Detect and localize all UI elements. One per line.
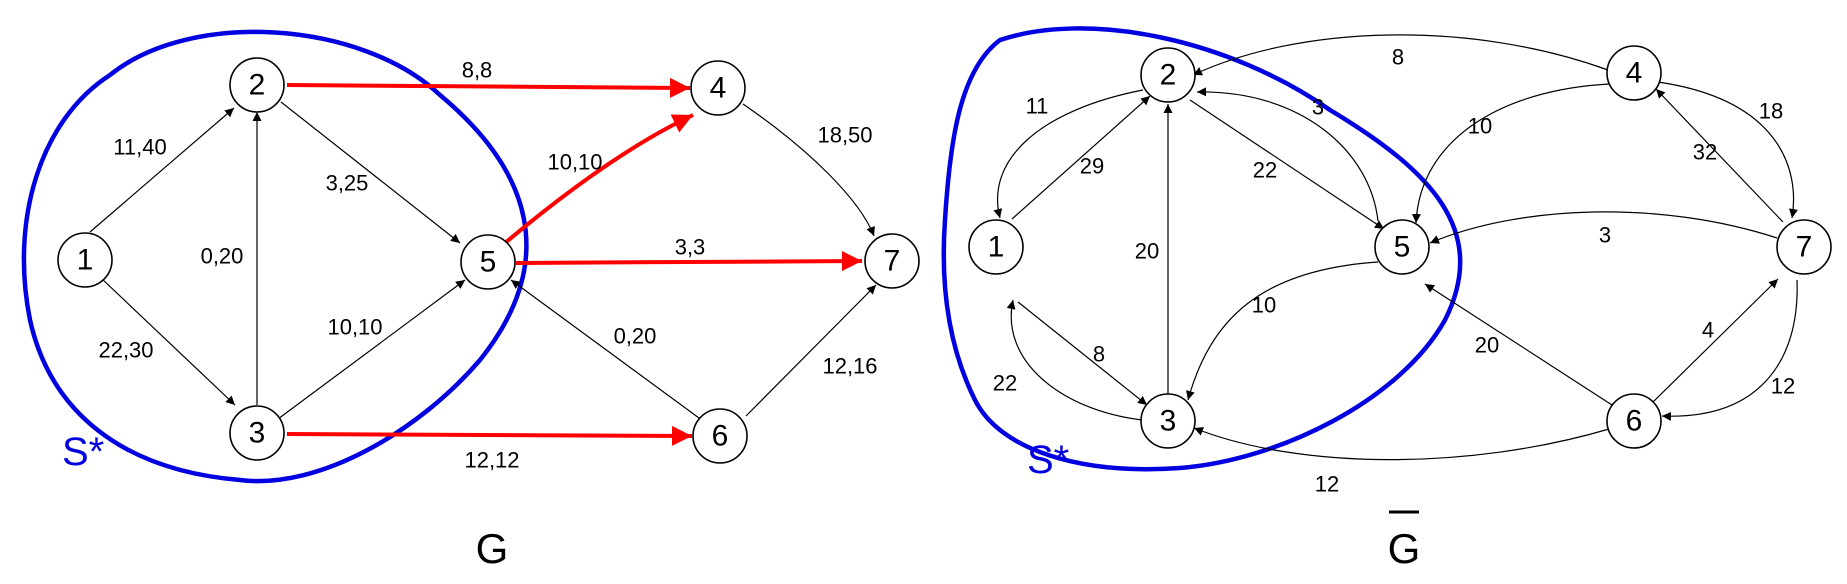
edge-6-7: 4 [1650,278,1779,405]
node-1: 1 [57,232,113,288]
node-label: 3 [249,417,266,450]
edge-label: 8,8 [462,58,493,83]
graph-g: S* 11,40 22,30 0,20 3,25 10,10 8,8 10, [21,29,920,572]
edge-label: 18 [1759,99,1783,124]
edge-3-6-cut: 12,12 [286,425,693,473]
node-label: 5 [480,246,497,279]
node-7: 7 [864,233,920,289]
edge-label: 22 [993,371,1017,396]
edge-4-7: 18 [1657,81,1798,219]
edge-label: 11,40 [113,135,166,160]
node-label: 4 [710,72,727,105]
node-label: 7 [884,245,901,278]
edge-label: 0,20 [614,324,657,349]
node-3: 3 [1140,393,1196,449]
node-label: 5 [1394,231,1411,264]
edge-label: 22,30 [98,338,153,363]
edge-1-3: 22,30 [98,277,236,406]
edge-7-4: 32 [1655,88,1784,223]
node-7: 7 [1776,219,1832,275]
graph-g-bar: S* 8 11 29 3 22 10 18 [941,26,1832,572]
node-label: 6 [1626,405,1643,438]
edge-label: 29 [1080,154,1104,179]
node-label: 3 [1160,405,1177,438]
edge-label: 3 [1312,95,1324,120]
edge-label: 3,3 [675,235,706,260]
set-label: S* [62,430,104,474]
edge-label: 18,50 [817,123,872,148]
edge-label: 20 [1475,333,1499,358]
edge-5-3: 10 [1186,261,1379,401]
node-5: 5 [460,234,516,290]
edge-label: 10 [1468,114,1492,139]
edge-label: 12,12 [464,448,519,473]
node-label: 1 [77,244,94,277]
edge-label: 3 [1599,223,1611,248]
edge-label: 11 [1026,94,1049,119]
edge-3-1: 22 [993,299,1143,421]
edge-label: 12,16 [822,354,877,379]
edge-2-1: 11 [993,89,1144,219]
edge-label: 20 [1135,239,1159,264]
edge-1-2: 29 [1011,95,1151,220]
edge-label: 10,10 [327,315,382,340]
node-label: 2 [1160,59,1177,92]
node-4: 4 [690,60,746,116]
edge-label: 32 [1693,140,1717,165]
node-label: 1 [988,231,1005,264]
node-4: 4 [1606,45,1662,101]
set-boundary-s-star [21,29,529,484]
edge-2-4-cut: 8,8 [286,58,691,98]
edge-1-2: 11,40 [89,107,235,233]
node-2: 2 [1140,47,1196,103]
edge-2-5: 3,25 [280,101,461,244]
edge-2-5: 22 [1189,99,1385,230]
edge-label: 12 [1315,472,1339,497]
edge-7-6: 12 [1661,279,1798,421]
node-label: 4 [1626,57,1643,90]
node-label: 6 [712,420,729,453]
node-6: 6 [692,408,748,464]
graph-title: G [476,525,509,572]
edge-7-5: 3 [1429,211,1778,248]
graph-title: G [1388,525,1421,572]
edge-6-5: 0,20 [510,279,700,419]
edge-5-2: 3 [1196,87,1379,222]
node-5: 5 [1374,219,1430,275]
edge-3-2: 0,20 [201,112,262,405]
edge-label: 10,10 [547,150,602,175]
edge-5-7-cut: 3,3 [515,235,863,272]
node-label: 2 [249,69,266,102]
node-3: 3 [229,405,285,461]
set-boundary-s-star [941,26,1463,472]
edge-label: 8 [1093,342,1105,367]
edge-4-7: 18,50 [742,103,875,237]
edge-label: 0,20 [201,244,244,269]
edge-label: 3,25 [326,171,369,196]
node-2: 2 [229,57,285,113]
edge-3-5: 10,10 [277,279,466,420]
node-1: 1 [968,219,1024,275]
set-label: S* [1027,438,1069,482]
edge-4-2: 8 [1192,34,1609,76]
edge-6-5: 20 [1424,283,1613,406]
edge-1-3: 8 [1017,301,1148,406]
edge-6-7: 12,16 [745,284,878,417]
node-6: 6 [1606,393,1662,449]
edge-label: 10 [1252,293,1276,318]
edge-label: 8 [1392,45,1404,70]
edge-3-2: 20 [1135,104,1173,405]
edge-6-3: 12 [1193,427,1610,497]
edge-label: 4 [1702,318,1714,343]
edge-label: 12 [1771,374,1795,399]
edge-label: 22 [1253,158,1277,183]
edge-4-5: 10 [1411,83,1610,224]
node-label: 7 [1796,231,1813,264]
edge-5-4-cut: 10,10 [503,113,694,245]
